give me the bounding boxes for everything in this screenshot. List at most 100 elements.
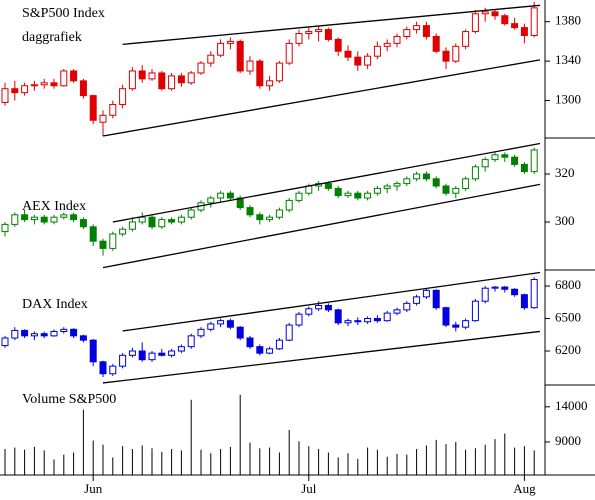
y-tick-label: 1380: [555, 13, 581, 28]
candle-body: [40, 333, 48, 337]
candle-body: [364, 55, 372, 66]
candle-body: [491, 11, 499, 17]
candle-body: [481, 287, 489, 302]
candle-body: [177, 216, 185, 223]
y-tick-label: 6800: [555, 277, 581, 292]
candle-body: [30, 84, 38, 87]
candle-body: [491, 286, 499, 289]
candle-body: [158, 72, 166, 90]
candle-body: [168, 350, 176, 356]
candle-body: [520, 27, 528, 36]
candle-body: [99, 114, 107, 123]
candle-body: [21, 214, 29, 221]
candle-body: [471, 166, 479, 180]
trend-line: [102, 59, 541, 137]
candle-body: [21, 85, 29, 94]
candle-body: [442, 185, 450, 194]
candle-body: [177, 75, 185, 84]
y-tick-label: 300: [555, 213, 575, 228]
candle-body: [21, 329, 29, 337]
candle-body: [275, 339, 283, 350]
candle-body: [79, 219, 87, 228]
candle-body: [442, 307, 450, 326]
candle-body: [422, 173, 430, 180]
candle-body: [109, 233, 117, 249]
candle-body: [138, 216, 146, 223]
candle-body: [530, 149, 538, 173]
candle-body: [334, 309, 342, 324]
candle-body: [138, 350, 146, 361]
candle-body: [471, 13, 479, 33]
candle-body: [295, 33, 303, 44]
candle-body: [158, 352, 166, 356]
candle-body: [413, 173, 421, 180]
candle-body: [30, 216, 38, 221]
candle-body: [285, 199, 293, 211]
candle-body: [217, 192, 225, 199]
candle-body: [236, 40, 244, 72]
candle-body: [511, 288, 519, 296]
candle-body: [148, 352, 156, 361]
candle-body: [452, 324, 460, 328]
candle-body: [266, 216, 274, 221]
candle-body: [119, 354, 127, 367]
candle-body: [60, 328, 68, 333]
candle-body: [452, 45, 460, 62]
candle-body: [89, 339, 97, 363]
candle-body: [413, 296, 421, 304]
candle-body: [315, 305, 323, 310]
candle-body: [207, 197, 215, 204]
candle-body: [324, 305, 332, 311]
candle-body: [128, 350, 136, 356]
candle-body: [138, 70, 146, 80]
panel-title: S&P500 Index: [22, 6, 105, 21]
y-tick-label: 14000: [555, 398, 588, 413]
candle-body: [422, 289, 430, 298]
x-tick-label: Jul: [301, 481, 317, 496]
panel-title: AEX Index: [22, 199, 86, 214]
candle-body: [256, 346, 264, 354]
candle-body: [187, 209, 195, 218]
y-tick-label: 6500: [555, 309, 581, 324]
candle-body: [432, 289, 440, 309]
candle-body: [11, 329, 19, 339]
panel-subtitle: daggrafiek: [22, 30, 82, 45]
candle-body: [197, 328, 205, 337]
x-tick-label: Aug: [513, 481, 536, 496]
candle-body: [383, 42, 391, 47]
candle-body: [275, 62, 283, 82]
trend-line: [122, 4, 541, 46]
candle-body: [99, 240, 107, 249]
candle-body: [364, 318, 372, 323]
candle-body: [501, 286, 509, 290]
candle-body: [403, 302, 411, 311]
y-tick-label: 320: [555, 165, 575, 180]
candle-body: [403, 178, 411, 185]
candle-body: [324, 183, 332, 189]
candle-body: [344, 192, 352, 197]
candle-body: [501, 15, 509, 25]
candle-body: [344, 320, 352, 324]
candle-body: [266, 348, 274, 354]
candle-body: [364, 192, 372, 199]
candle-body: [315, 29, 323, 33]
candle-body: [393, 309, 401, 314]
candle-body: [520, 294, 528, 309]
candle-body: [393, 35, 401, 44]
candle-body: [148, 72, 156, 80]
candle-body: [373, 318, 381, 322]
trend-line: [122, 271, 541, 332]
candle-body: [236, 326, 244, 339]
candle-body: [491, 154, 499, 161]
candle-body: [334, 187, 342, 197]
panel-title: Volume S&P500: [22, 392, 116, 407]
candle-body: [354, 320, 362, 323]
trend-line: [112, 142, 541, 223]
candle-body: [50, 82, 58, 87]
candle-body: [177, 346, 185, 352]
candle-body: [30, 333, 38, 337]
candle-body: [295, 313, 303, 326]
candle-body: [197, 62, 205, 74]
candle-body: [403, 29, 411, 37]
candle-body: [79, 80, 87, 97]
